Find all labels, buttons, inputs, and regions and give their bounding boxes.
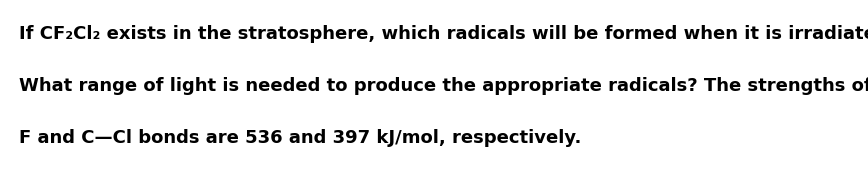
Text: If CF₂Cl₂ exists in the stratosphere, which radicals will be formed when it is i: If CF₂Cl₂ exists in the stratosphere, wh… xyxy=(19,25,868,43)
Text: What range of light is needed to produce the appropriate radicals? The strengths: What range of light is needed to produce… xyxy=(19,77,868,95)
Text: F and C—Cl bonds are 536 and 397 kJ/mol, respectively.: F and C—Cl bonds are 536 and 397 kJ/mol,… xyxy=(19,129,582,147)
